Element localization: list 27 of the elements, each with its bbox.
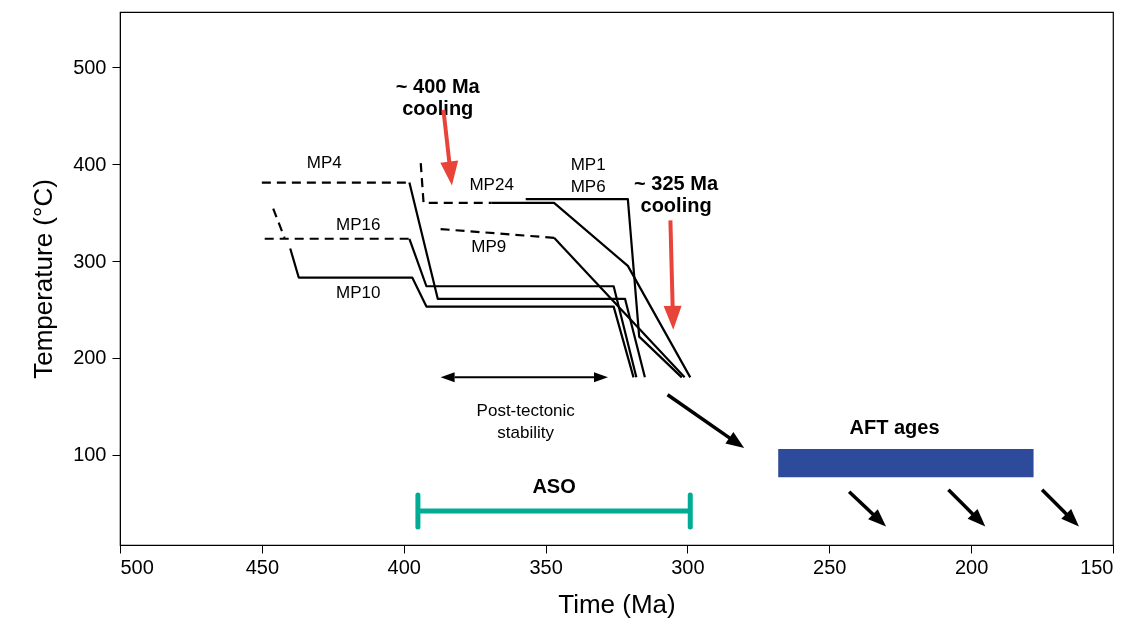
y-tick-label: 500 xyxy=(73,55,107,78)
annotation: MP24 xyxy=(469,175,514,195)
annotation: ~ 325 Ma cooling xyxy=(634,171,719,216)
annotation: MP1 xyxy=(570,155,606,175)
x-tick-label: 350 xyxy=(529,555,563,578)
x-axis-title: Time (Ma) xyxy=(558,588,676,619)
annotation: MP10 xyxy=(336,283,381,303)
annotation: AFT ages xyxy=(849,415,940,438)
y-tick-label: 400 xyxy=(73,152,107,175)
annotation: Post-tectonic stability xyxy=(476,401,576,443)
y-axis-title: Temperature (°C) xyxy=(28,179,59,379)
annotation: ASO xyxy=(532,474,576,497)
annotation: MP16 xyxy=(336,215,381,235)
annotation: MP4 xyxy=(306,153,342,173)
annotation: MP6 xyxy=(570,177,606,197)
x-tick-label: 450 xyxy=(245,555,280,578)
annotation: MP9 xyxy=(471,237,507,257)
y-tick-label: 200 xyxy=(73,346,107,369)
x-tick-label: 400 xyxy=(387,555,421,578)
x-tick-label: 300 xyxy=(671,555,705,578)
annotation: ~ 400 Ma cooling xyxy=(395,74,481,119)
x-tick-label: 500 xyxy=(120,555,154,578)
x-tick-label: 250 xyxy=(813,555,847,578)
y-tick-label: 300 xyxy=(73,249,107,272)
y-tick-label: 100 xyxy=(73,443,107,466)
x-tick-label: 150 xyxy=(1080,555,1114,578)
x-tick-label: 200 xyxy=(954,555,989,578)
